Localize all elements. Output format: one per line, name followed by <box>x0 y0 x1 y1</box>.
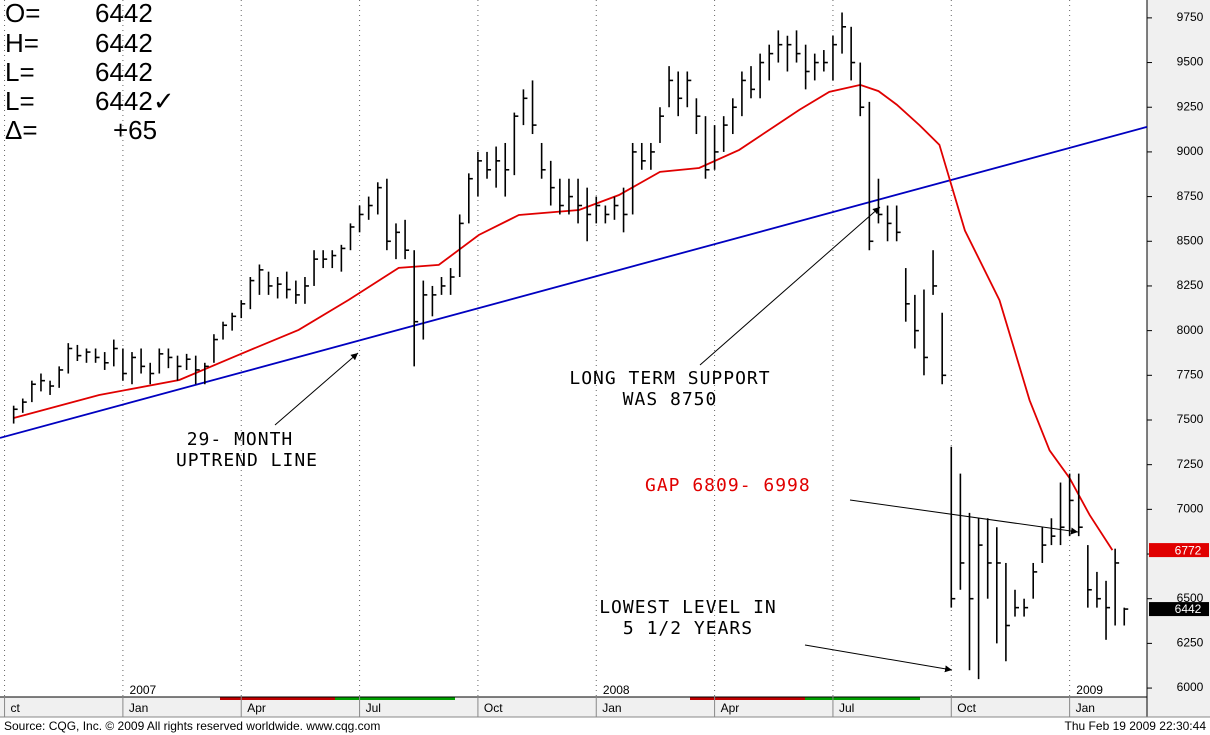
y-tick-label: 6250 <box>1177 636 1204 650</box>
annotation-arrow <box>849 499 1079 535</box>
source: Source: CQG, Inc. © 2009 All rights rese… <box>4 719 380 733</box>
info-label: Δ= <box>5 115 38 145</box>
x-tick-label: Oct <box>484 701 503 715</box>
info-value: 6442 <box>95 28 153 58</box>
price-label: 6442 <box>1175 602 1202 616</box>
x-tick-label: ct <box>11 701 21 715</box>
annotation: WAS 8750 <box>623 389 718 410</box>
y-tick-label: 9750 <box>1177 10 1204 24</box>
y-tick-label: 9250 <box>1177 99 1204 113</box>
info-value: +65 <box>113 115 157 145</box>
annotation: GAP 6809- 6998 <box>645 475 811 496</box>
annotation: LOWEST LEVEL IN <box>599 597 777 618</box>
y-tick-label: 8250 <box>1177 278 1204 292</box>
trend-line <box>0 126 1148 439</box>
year-label: 2007 <box>130 683 157 697</box>
info-value: 6442✓ <box>95 86 175 116</box>
info-label: H= <box>5 28 39 58</box>
info-value: 6442 <box>95 0 153 28</box>
quarter-band <box>220 697 335 700</box>
y-tick-label: 8000 <box>1177 323 1204 337</box>
x-tick-label: Jan <box>602 701 621 715</box>
info-label: L= <box>5 86 35 116</box>
y-tick-label: 8750 <box>1177 189 1204 203</box>
y-tick-label: 9000 <box>1177 144 1204 158</box>
x-tick-label: Oct <box>957 701 976 715</box>
info-label: O= <box>5 0 40 28</box>
y-tick-label: 6000 <box>1177 680 1204 694</box>
y-axis-panel <box>1147 0 1210 717</box>
y-tick-label: 7250 <box>1177 457 1204 471</box>
y-tick-label: 7500 <box>1177 412 1204 426</box>
annotation: LONG TERM SUPPORT <box>569 368 770 389</box>
quarter-band <box>805 697 920 700</box>
annotation-arrow <box>804 644 953 673</box>
x-tick-label: Apr <box>721 701 740 715</box>
x-tick-label: Jan <box>129 701 148 715</box>
price-label-box <box>1149 602 1209 617</box>
moving-average <box>13 83 1114 551</box>
annotation-arrow <box>699 206 881 366</box>
x-axis-panel <box>0 697 1147 717</box>
annotation: 29- MONTH <box>187 429 294 450</box>
price-label: 6772 <box>1175 543 1202 557</box>
x-tick-label: Jul <box>839 701 854 715</box>
y-tick-label: 9500 <box>1177 55 1204 69</box>
x-tick-label: Apr <box>247 701 266 715</box>
year-label: 2008 <box>603 683 630 697</box>
y-tick-label: 7750 <box>1177 367 1204 381</box>
year-label: 2009 <box>1076 683 1103 697</box>
x-tick-label: Jul <box>366 701 381 715</box>
price-label-box <box>1149 543 1209 558</box>
annotation: 5 1/2 YEARS <box>623 618 753 639</box>
y-tick-label: 6500 <box>1177 591 1204 605</box>
annotation: UPTREND LINE <box>176 450 318 471</box>
quarter-band <box>690 697 805 700</box>
x-tick-label: Jan <box>1076 701 1095 715</box>
annotation-arrow <box>274 352 359 426</box>
timestamp: Thu Feb 19 2009 22:30:44 <box>1065 719 1207 733</box>
info-value: 6442 <box>95 57 153 87</box>
info-label: L= <box>5 57 35 87</box>
y-tick-label: 8500 <box>1177 233 1204 247</box>
y-tick-label: 7000 <box>1177 502 1204 516</box>
quarter-band <box>335 697 455 700</box>
